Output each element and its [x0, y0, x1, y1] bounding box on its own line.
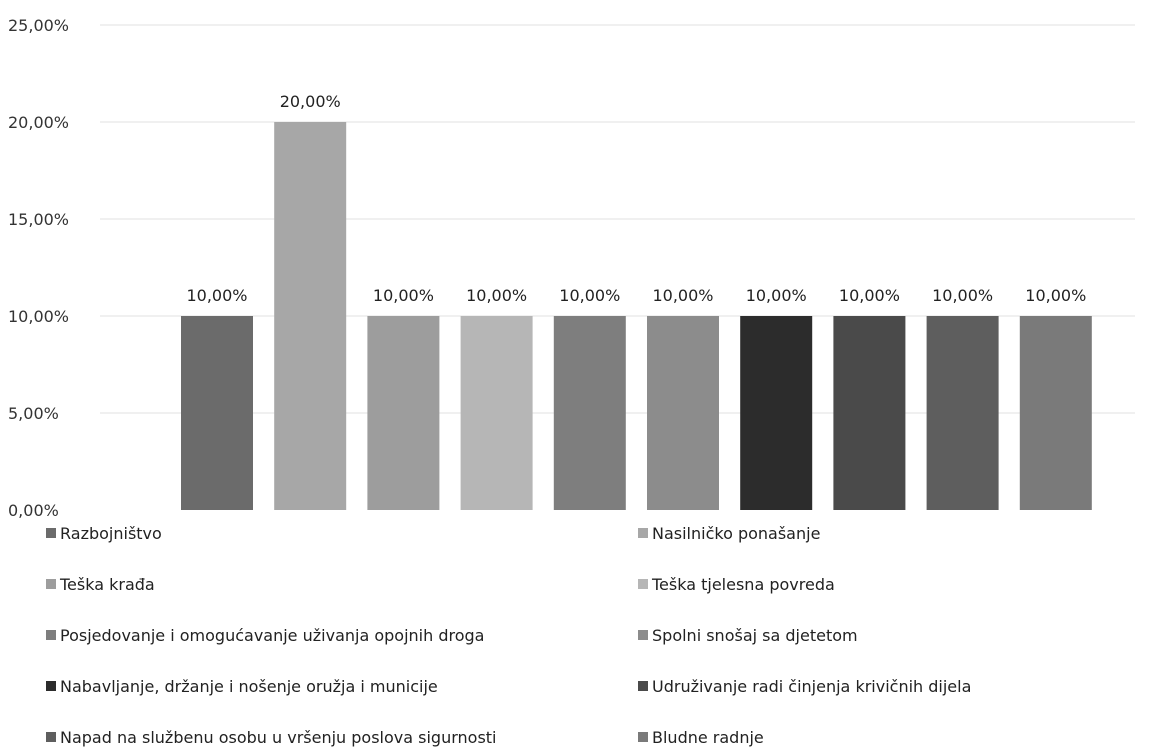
bar — [647, 316, 719, 510]
legend-swatch — [638, 681, 648, 691]
legend-item: Bludne radnje — [638, 728, 764, 748]
bar — [1019, 316, 1092, 510]
legend-item: Nasilničko ponašanje — [638, 524, 820, 544]
bar — [740, 316, 813, 510]
legend-swatch — [638, 732, 648, 742]
bar — [553, 316, 626, 510]
legend-label: Nasilničko ponašanje — [652, 524, 821, 543]
legend-item: Spolni snošaj sa djetetom — [638, 626, 858, 646]
legend-label: Napad na službenu osobu u vršenju poslov… — [60, 728, 497, 747]
legend-swatch — [46, 732, 56, 742]
legend-label: Bludne radnje — [652, 728, 764, 747]
y-tick-label: 25,00% — [8, 16, 69, 35]
legend-swatch — [638, 528, 648, 538]
legend-swatch — [638, 630, 648, 640]
data-label: 10,00% — [746, 286, 807, 305]
data-label: 10,00% — [1025, 286, 1086, 305]
data-label: 20,00% — [280, 92, 341, 111]
legend-swatch — [46, 579, 56, 589]
data-label: 10,00% — [466, 286, 527, 305]
y-tick-label: 0,00% — [8, 501, 59, 518]
legend-label: Udruživanje radi činjenja krivičnih dije… — [652, 677, 972, 696]
bar — [181, 316, 253, 510]
y-tick-label: 15,00% — [8, 210, 69, 229]
legend-item: Nabavljanje, držanje i nošenje oružja i … — [46, 677, 438, 697]
legend-swatch — [46, 681, 56, 691]
legend: Razbojništvo Nasilničko ponašanje Teška kr… — [0, 518, 1155, 753]
data-label: 10,00% — [373, 286, 434, 305]
bar — [833, 316, 906, 510]
legend-label: Teška tjelesna povreda — [652, 575, 835, 594]
legend-swatch — [638, 579, 648, 589]
data-label: 10,00% — [559, 286, 620, 305]
bar-chart: 0,00% 5,00% 10,00% 15,00% 20,00% 25,00% 10,00%… — [8, 16, 1135, 518]
legend-item: Posjedovanje i omogućavanje uživanja opo… — [46, 626, 484, 646]
data-label: 10,00% — [932, 286, 993, 305]
legend-label: Teška krađa — [60, 575, 155, 594]
data-label: 10,00% — [652, 286, 713, 305]
legend-label: Spolni snošaj sa djetetom — [652, 626, 858, 645]
legend-item: Teška krađa — [46, 575, 155, 595]
legend-label: Posjedovanje i omogućavanje uživanja opo… — [60, 626, 485, 645]
legend-item: Razbojništvo — [46, 524, 162, 544]
bar — [460, 316, 533, 510]
data-label: 10,00% — [839, 286, 900, 305]
bar — [926, 316, 999, 510]
legend-item: Udruživanje radi činjenja krivičnih dije… — [638, 677, 971, 697]
legend-swatch — [46, 528, 56, 538]
legend-swatch — [46, 630, 56, 640]
y-tick-label: 5,00% — [8, 404, 59, 423]
y-tick-label: 20,00% — [8, 113, 69, 132]
legend-label: Nabavljanje, držanje i nošenje oružja i … — [60, 677, 438, 696]
bar — [274, 122, 347, 510]
y-tick-label: 10,00% — [8, 307, 69, 326]
legend-label: Razbojništvo — [60, 524, 162, 543]
bar — [367, 316, 440, 510]
data-label: 10,00% — [186, 286, 247, 305]
legend-item: Teška tjelesna povreda — [638, 575, 835, 595]
legend-item: Napad na službenu osobu u vršenju poslov… — [46, 728, 497, 748]
